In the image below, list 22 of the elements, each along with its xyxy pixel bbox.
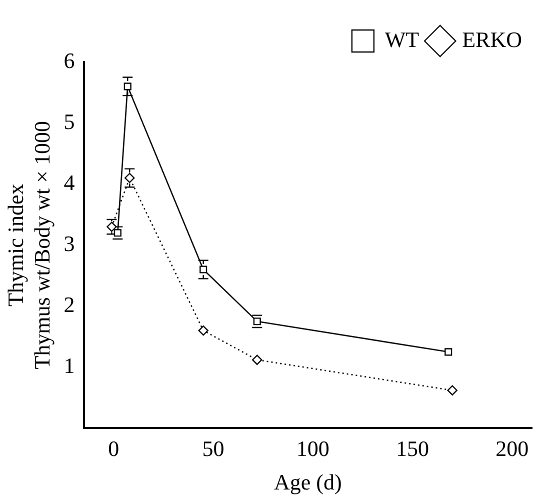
legend-label: WT — [384, 26, 420, 52]
y-tick-label: 6 — [64, 48, 75, 73]
x-tick-label: 150 — [396, 436, 429, 462]
y-axis-title: Thymic index Thymus wt/Body wt × 1000 — [2, 120, 54, 370]
x-axis-title: Age (d) — [274, 470, 342, 495]
point — [198, 325, 208, 336]
y-tick-label: 2 — [64, 292, 75, 317]
x-tick-label: 200 — [496, 436, 529, 462]
point — [124, 82, 132, 90]
point — [444, 348, 452, 356]
y-tick-label: 3 — [64, 230, 75, 256]
y-tick-label: 1 — [64, 352, 75, 378]
point — [447, 385, 458, 396]
x-tick-label: 100 — [296, 436, 330, 462]
y-tick-label: 5 — [64, 108, 75, 134]
y-tick-label: 4 — [64, 170, 75, 195]
x-tick-label: 50 — [202, 436, 224, 462]
point — [252, 354, 262, 365]
point — [124, 172, 135, 184]
legend-label: ERKO — [462, 26, 522, 52]
point — [200, 266, 208, 274]
x-tick-label: 0 — [108, 436, 120, 462]
